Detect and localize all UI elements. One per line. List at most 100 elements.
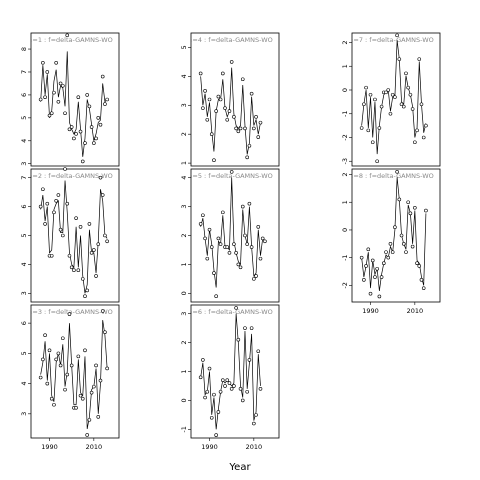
panel-frame — [190, 32, 280, 167]
data-point — [252, 277, 256, 281]
data-point — [243, 126, 247, 131]
data-point — [56, 193, 61, 197]
y-tick-label: 5 — [20, 233, 28, 237]
data-point — [366, 247, 371, 252]
panel-frame — [30, 304, 120, 439]
data-point — [92, 141, 96, 145]
data-point — [240, 398, 245, 403]
data-point — [43, 333, 47, 338]
data-point — [87, 222, 92, 226]
y-tick-label: 0 — [180, 291, 188, 295]
panel-label: s=4 : f=delta-GAMNS-WO — [189, 36, 273, 44]
data-point — [105, 97, 109, 102]
trend-line — [200, 67, 261, 155]
data-point — [413, 140, 417, 145]
data-point — [83, 294, 87, 299]
data-point — [384, 90, 388, 95]
y-tick-label: 6 — [20, 93, 28, 97]
y-tick-label: 8 — [20, 47, 28, 51]
data-point — [47, 348, 52, 353]
panel-frame — [30, 32, 120, 167]
data-point — [76, 268, 81, 272]
y-tick-label: 2 — [180, 132, 188, 136]
panel-4: s=4 : f=delta-GAMNS-WO 1 2 3 4 5 — [180, 32, 280, 167]
data-point — [201, 106, 205, 110]
data-point — [368, 92, 373, 97]
data-point — [401, 104, 406, 109]
panel-8: s=8 : f=delta-GAMNS-WO -2 -1 0 1 2 1990 2010 — [341, 168, 441, 315]
y-tick-label: 3 — [180, 312, 188, 316]
data-point — [214, 109, 218, 113]
data-point — [254, 413, 258, 417]
panel-frame — [190, 304, 280, 439]
data-point — [370, 140, 375, 145]
data-point — [390, 250, 395, 254]
data-point — [198, 375, 203, 380]
panel-5: s=5 : f=delta-GAMNS-WO 0 1 2 3 4 — [180, 168, 280, 303]
data-point — [227, 251, 232, 255]
data-point — [216, 94, 221, 99]
panel-2: s=2 : f=delta-GAMNS-WO 3 4 5 6 7 — [20, 167, 120, 303]
data-point — [67, 127, 72, 132]
data-point — [207, 366, 212, 371]
data-point — [89, 125, 94, 129]
data-point — [94, 274, 98, 278]
y-tick-label: 1 — [341, 200, 349, 204]
y-tick-label: 4 — [20, 139, 28, 143]
y-tick-label: 7 — [20, 176, 28, 180]
data-point — [87, 104, 92, 109]
data-point — [58, 81, 63, 86]
data-point — [69, 125, 74, 129]
data-point — [43, 95, 47, 100]
data-point — [201, 213, 205, 218]
data-point — [203, 395, 207, 400]
data-point — [395, 169, 399, 174]
data-point — [94, 136, 98, 141]
panel-label: s=7 : f=delta-GAMNS-WO — [350, 36, 434, 44]
x-tick-label: 1990 — [41, 443, 58, 451]
panel-3: s=3 : f=delta-GAMNS-WO 3 4 5 6 1990 2010 — [20, 304, 120, 451]
trend-line — [40, 51, 108, 157]
data-point — [238, 387, 243, 391]
data-point — [379, 275, 384, 279]
y-tick-label: 3 — [180, 103, 188, 107]
y-tick-label: 0 — [180, 398, 188, 402]
data-point — [415, 261, 419, 266]
data-point — [364, 85, 368, 90]
data-point — [214, 433, 218, 437]
y-tick-label: 3 — [20, 162, 28, 166]
trend-line — [200, 313, 261, 430]
data-point — [201, 358, 205, 362]
data-point — [74, 132, 78, 136]
panel-label: s=3 : f=delta-GAMNS-WO — [29, 308, 113, 316]
data-point — [61, 233, 65, 238]
y-tick-label: 2 — [180, 341, 188, 345]
data-point — [234, 126, 238, 131]
data-point — [375, 266, 379, 271]
data-point — [410, 244, 415, 249]
data-point — [212, 392, 216, 397]
y-tick-label: 7 — [20, 70, 28, 74]
y-tick-label: 4 — [180, 74, 188, 78]
data-point — [61, 336, 65, 341]
y-tick-label: 1 — [180, 369, 188, 373]
data-point — [103, 330, 107, 335]
data-point — [41, 187, 45, 192]
panel-frame — [190, 168, 280, 303]
data-point — [254, 115, 258, 119]
data-point — [221, 378, 225, 382]
data-point — [74, 216, 78, 220]
panel-label: s=8 : f=delta-GAMNS-WO — [350, 172, 434, 180]
data-point — [256, 349, 261, 354]
data-point — [43, 222, 47, 226]
y-tick-label: 5 — [20, 351, 28, 355]
y-tick-label: 3 — [180, 205, 188, 209]
data-point — [393, 225, 397, 229]
data-point — [76, 95, 81, 100]
data-point — [49, 253, 54, 258]
data-point — [41, 61, 45, 65]
data-point — [223, 106, 227, 110]
data-point — [256, 225, 261, 229]
data-point — [421, 135, 426, 140]
data-point — [229, 60, 234, 64]
